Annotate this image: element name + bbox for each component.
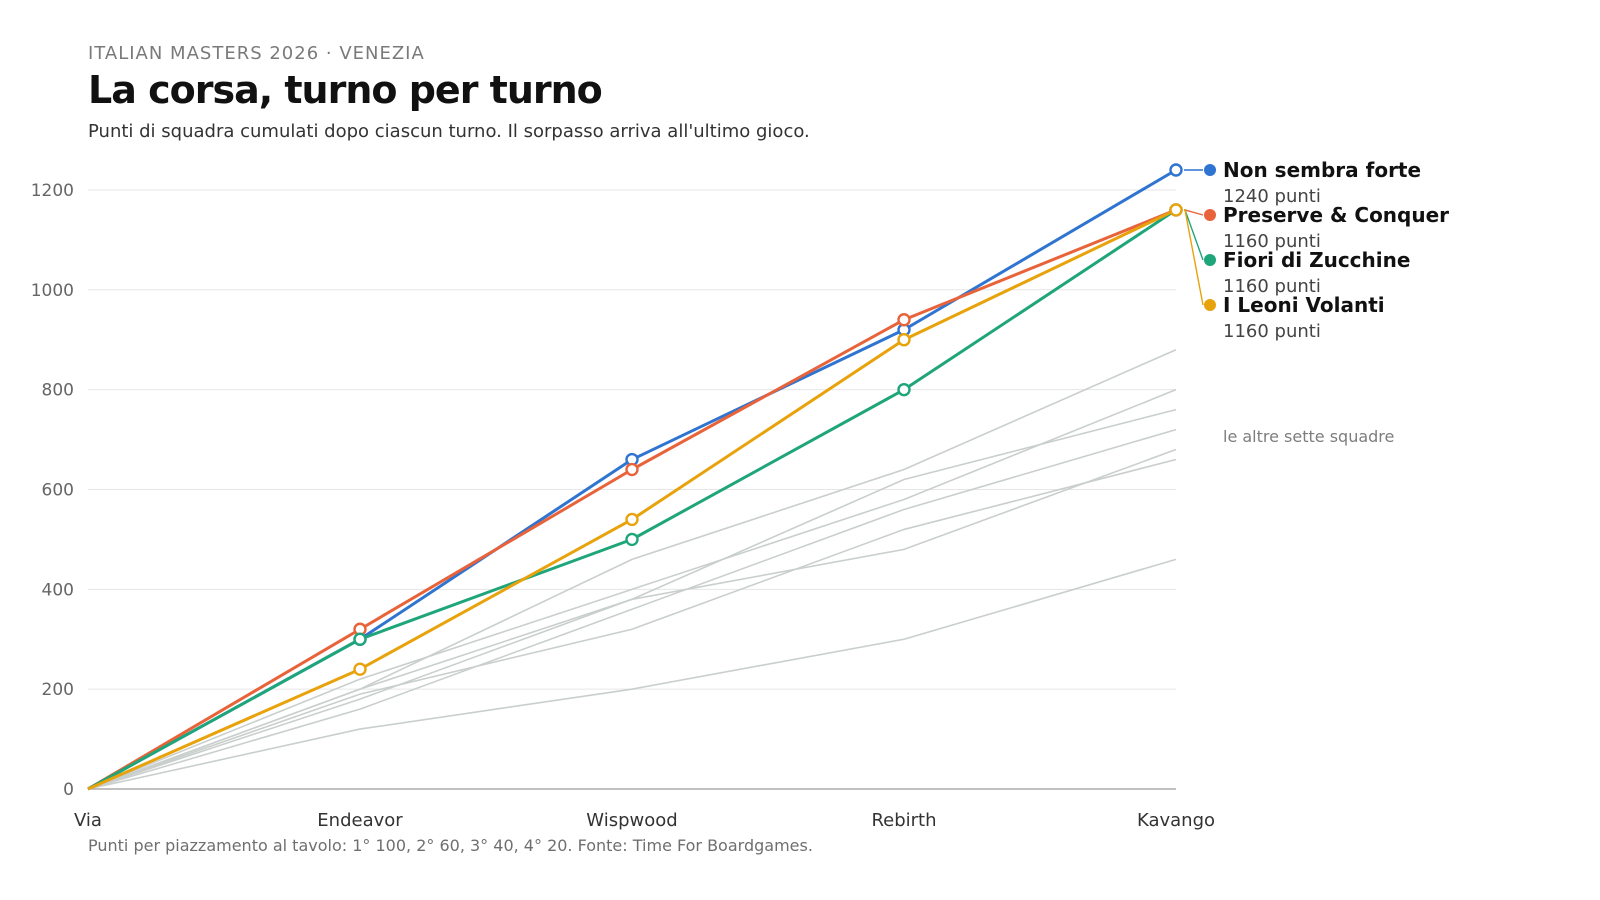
legend-series-name: I Leoni Volanti xyxy=(1223,293,1385,317)
y-tick-label: 0 xyxy=(63,780,74,800)
x-tick-label: Endeavor xyxy=(317,810,403,831)
chart-footnote: Punti per piazzamento al tavolo: 1° 100,… xyxy=(88,836,813,855)
series-point xyxy=(625,532,639,547)
series-point xyxy=(353,662,367,676)
series-point xyxy=(897,382,911,397)
y-tick-label: 400 xyxy=(42,580,74,600)
series-point xyxy=(625,512,639,527)
legend-dot xyxy=(1204,164,1216,176)
series-line xyxy=(87,168,1177,791)
series-point xyxy=(897,333,911,347)
legend-series-name: Preserve & Conquer xyxy=(1223,203,1449,227)
y-tick-label: 200 xyxy=(42,680,74,700)
x-tick-label: Wispwood xyxy=(586,810,677,831)
legend-series-value: 1160 punti xyxy=(1223,231,1321,252)
series-point xyxy=(353,632,367,646)
legend-series-value: 1160 punti xyxy=(1223,321,1321,342)
series-line xyxy=(87,208,1177,791)
legend-leader-line xyxy=(1184,209,1204,306)
legend-dot xyxy=(1204,209,1216,221)
legend-dot xyxy=(1204,254,1216,266)
chart-title: La corsa, turno per turno xyxy=(88,68,603,112)
other-team-line xyxy=(87,558,1177,790)
y-tick-label: 1200 xyxy=(31,181,74,201)
series-point xyxy=(1169,163,1183,177)
y-tick-label: 600 xyxy=(42,480,74,500)
chart-subtitle: Punti di squadra cumulati dopo ciascun t… xyxy=(88,121,810,142)
other-team-line xyxy=(87,458,1177,790)
series-point xyxy=(897,313,911,327)
legend-series-value: 1240 punti xyxy=(1223,186,1321,207)
other-team-line xyxy=(87,428,1177,790)
y-tick-label: 1000 xyxy=(31,281,74,301)
other-team-line xyxy=(87,448,1177,790)
series-point xyxy=(1169,203,1183,217)
x-tick-label: Rebirth xyxy=(871,810,936,831)
series-line xyxy=(87,208,1177,791)
x-tick-label: Kavango xyxy=(1137,810,1215,831)
chart-kicker: ITALIAN MASTERS 2026 · VENEZIA xyxy=(88,43,425,64)
legend-dot xyxy=(1204,299,1216,311)
legend-series-value: 1160 punti xyxy=(1223,276,1321,297)
series-line xyxy=(87,208,1177,791)
series-point xyxy=(625,462,639,477)
other-teams-label: le altre sette squadre xyxy=(1223,427,1394,446)
legend-series-name: Non sembra forte xyxy=(1223,158,1421,182)
x-tick-label: Via xyxy=(74,810,102,831)
y-tick-label: 800 xyxy=(42,381,74,401)
other-team-line xyxy=(87,388,1177,790)
legend-series-name: Fiori di Zucchine xyxy=(1223,248,1410,272)
